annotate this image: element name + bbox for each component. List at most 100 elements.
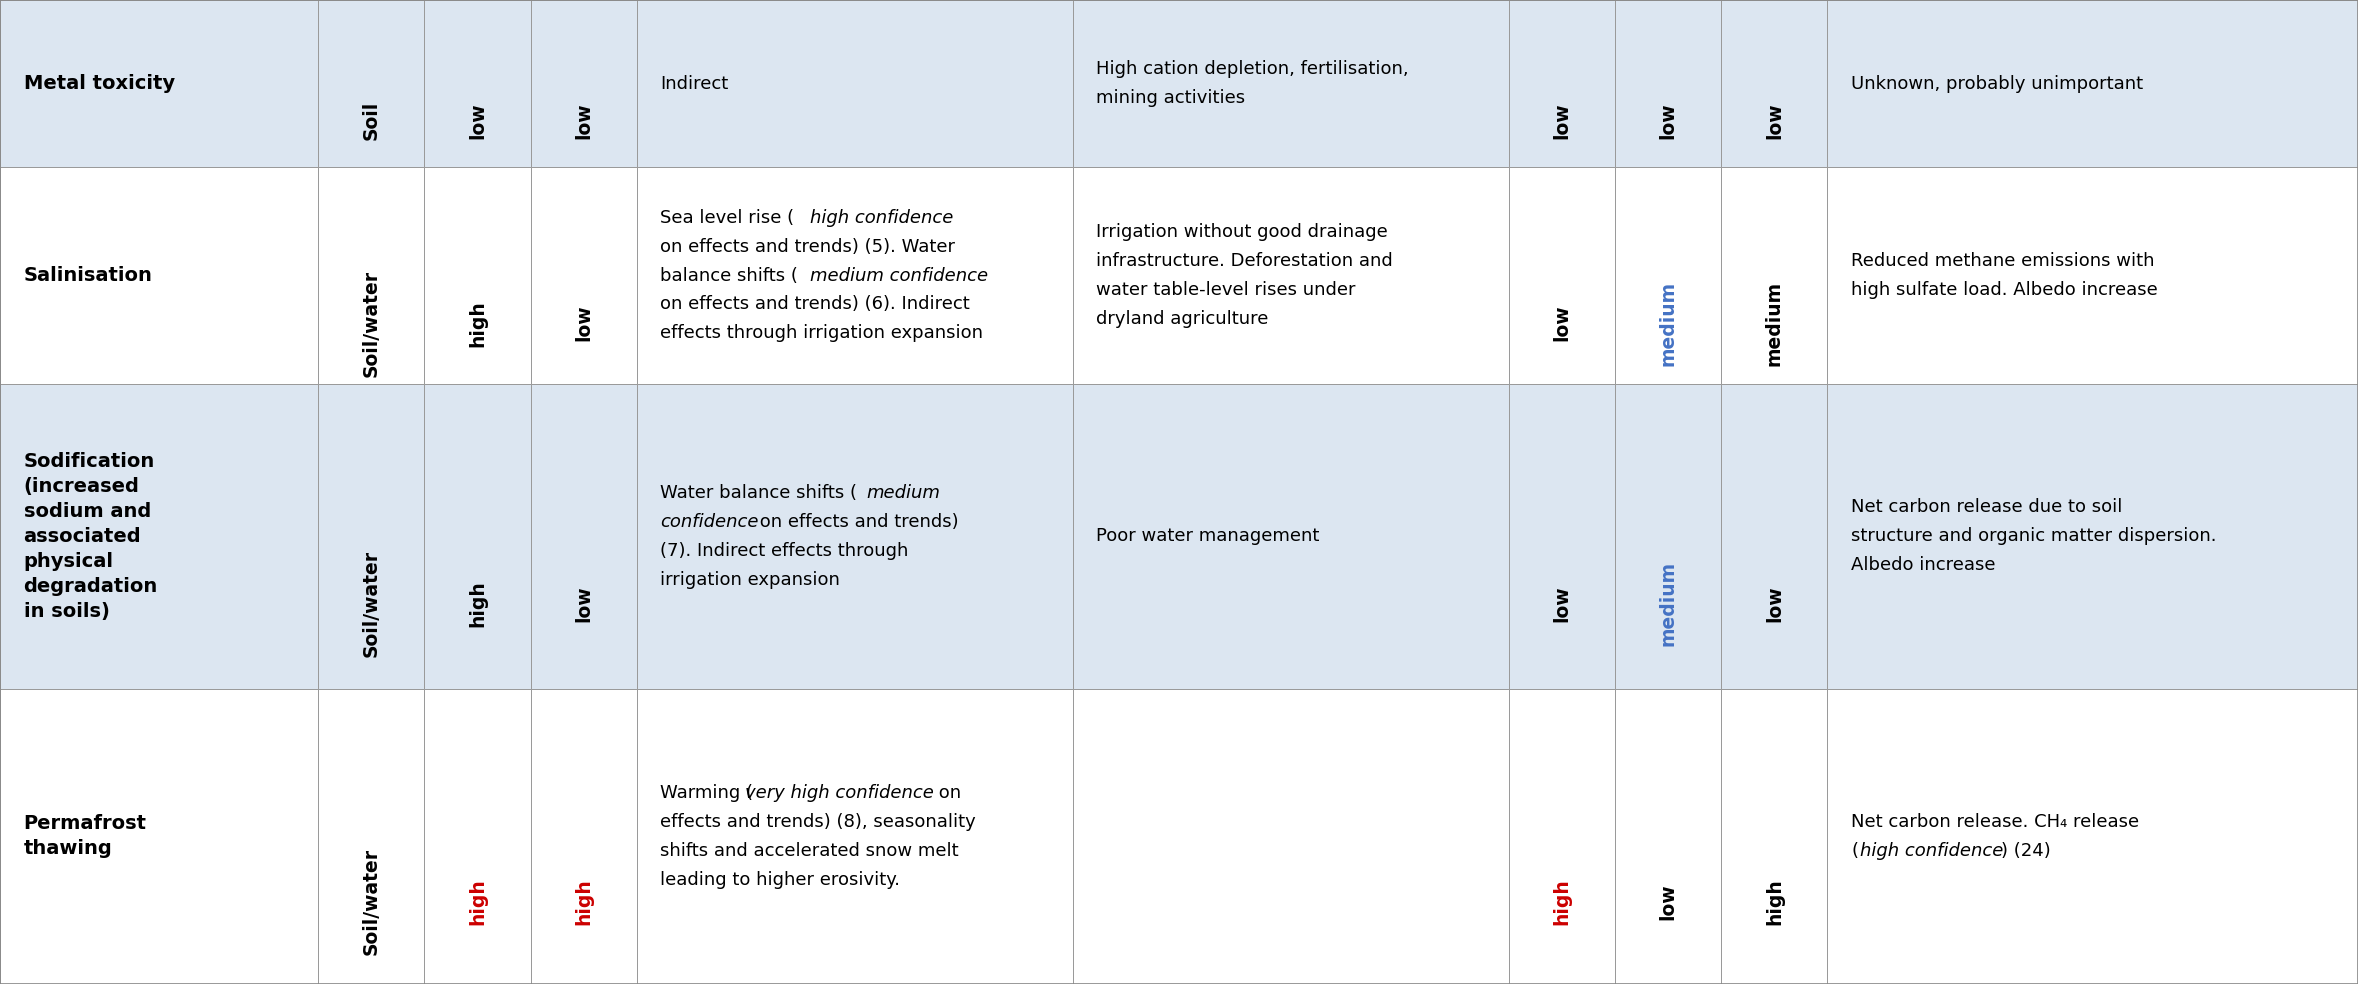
- Text: Water balance shifts (: Water balance shifts (: [660, 484, 858, 502]
- Bar: [318, 384, 424, 689]
- Bar: [1615, 689, 1721, 984]
- Text: low: low: [1658, 883, 1679, 920]
- Text: Net carbon release. CH₄ release: Net carbon release. CH₄ release: [1851, 813, 2139, 830]
- Bar: [1615, 167, 1721, 384]
- Text: medium confidence: medium confidence: [811, 267, 988, 284]
- Text: high: high: [467, 300, 488, 346]
- Bar: [424, 0, 531, 167]
- Text: Soil/water: Soil/water: [361, 848, 382, 954]
- Text: irrigation expansion: irrigation expansion: [660, 571, 839, 588]
- Text: Sodification
(increased
sodium and
associated
physical
degradation
in soils): Sodification (increased sodium and assoc…: [24, 452, 158, 621]
- Text: (: (: [1851, 842, 1858, 860]
- Text: Permafrost
thawing: Permafrost thawing: [24, 815, 146, 858]
- Bar: [637, 689, 1073, 984]
- Text: Soil: Soil: [361, 100, 382, 140]
- Bar: [531, 384, 637, 689]
- Text: high: high: [467, 580, 488, 627]
- Text: high: high: [573, 878, 594, 925]
- Bar: [0, 0, 318, 167]
- Bar: [1721, 384, 1827, 689]
- Bar: [1509, 167, 1615, 384]
- Text: low: low: [1552, 585, 1573, 622]
- Text: effects through irrigation expansion: effects through irrigation expansion: [660, 325, 983, 342]
- Text: high: high: [467, 878, 488, 925]
- Text: low: low: [573, 305, 594, 341]
- Text: effects and trends) (8), seasonality: effects and trends) (8), seasonality: [660, 813, 976, 830]
- Text: Sea level rise (: Sea level rise (: [660, 209, 795, 226]
- Bar: [0, 384, 318, 689]
- Text: infrastructure. Deforestation and: infrastructure. Deforestation and: [1096, 252, 1394, 270]
- Bar: [1073, 167, 1509, 384]
- Text: low: low: [1764, 102, 1785, 139]
- Bar: [424, 384, 531, 689]
- Text: on: on: [931, 784, 960, 802]
- Text: Unknown, probably unimportant: Unknown, probably unimportant: [1851, 75, 2143, 92]
- Text: Poor water management: Poor water management: [1096, 527, 1320, 545]
- Bar: [318, 689, 424, 984]
- Bar: [1827, 167, 2358, 384]
- Bar: [1721, 689, 1827, 984]
- Text: ) (24): ) (24): [2002, 842, 2051, 860]
- Text: confidence: confidence: [660, 513, 759, 530]
- Bar: [1827, 689, 2358, 984]
- Text: structure and organic matter dispersion.: structure and organic matter dispersion.: [1851, 527, 2217, 545]
- Text: medium: medium: [1658, 561, 1679, 646]
- Text: low: low: [573, 585, 594, 622]
- Bar: [637, 0, 1073, 167]
- Text: high: high: [1764, 878, 1785, 925]
- Text: mining activities: mining activities: [1096, 90, 1245, 107]
- Text: low: low: [467, 102, 488, 139]
- Text: (7). Indirect effects through: (7). Indirect effects through: [660, 542, 908, 560]
- Text: Irrigation without good drainage: Irrigation without good drainage: [1096, 223, 1389, 241]
- Text: low: low: [1552, 102, 1573, 139]
- Text: Indirect: Indirect: [660, 75, 729, 92]
- Bar: [1615, 384, 1721, 689]
- Text: on effects and trends) (5). Water: on effects and trends) (5). Water: [660, 237, 955, 256]
- Bar: [1721, 167, 1827, 384]
- Text: high: high: [1552, 878, 1573, 925]
- Text: High cation depletion, fertilisation,: High cation depletion, fertilisation,: [1096, 60, 1410, 78]
- Text: low: low: [573, 102, 594, 139]
- Bar: [1509, 689, 1615, 984]
- Bar: [637, 167, 1073, 384]
- Bar: [1721, 0, 1827, 167]
- Text: Albedo increase: Albedo increase: [1851, 556, 1995, 575]
- Bar: [1509, 0, 1615, 167]
- Text: medium: medium: [868, 484, 941, 502]
- Bar: [1827, 0, 2358, 167]
- Text: shifts and accelerated snow melt: shifts and accelerated snow melt: [660, 842, 960, 860]
- Bar: [531, 0, 637, 167]
- Text: Soil/water: Soil/water: [361, 550, 382, 657]
- Bar: [637, 384, 1073, 689]
- Bar: [318, 167, 424, 384]
- Text: high confidence: high confidence: [811, 209, 955, 226]
- Text: on effects and trends) (6). Indirect: on effects and trends) (6). Indirect: [660, 295, 969, 314]
- Bar: [1073, 384, 1509, 689]
- Bar: [1073, 0, 1509, 167]
- Text: Metal toxicity: Metal toxicity: [24, 74, 174, 93]
- Bar: [424, 167, 531, 384]
- Text: low: low: [1552, 305, 1573, 341]
- Bar: [1827, 384, 2358, 689]
- Text: Soil/water: Soil/water: [361, 270, 382, 377]
- Text: Warming (: Warming (: [660, 784, 752, 802]
- Text: high sulfate load. Albedo increase: high sulfate load. Albedo increase: [1851, 281, 2158, 299]
- Bar: [1615, 0, 1721, 167]
- Text: Net carbon release due to soil: Net carbon release due to soil: [1851, 498, 2122, 517]
- Text: high confidence: high confidence: [1860, 842, 2004, 860]
- Text: low: low: [1764, 585, 1785, 622]
- Bar: [318, 0, 424, 167]
- Text: water table-level rises under: water table-level rises under: [1096, 281, 1356, 299]
- Bar: [424, 689, 531, 984]
- Text: Salinisation: Salinisation: [24, 266, 153, 285]
- Text: medium: medium: [1658, 280, 1679, 366]
- Bar: [531, 689, 637, 984]
- Bar: [1509, 384, 1615, 689]
- Bar: [1073, 689, 1509, 984]
- Text: balance shifts (: balance shifts (: [660, 267, 797, 284]
- Text: Reduced methane emissions with: Reduced methane emissions with: [1851, 252, 2155, 270]
- Text: low: low: [1658, 102, 1679, 139]
- Text: very high confidence: very high confidence: [745, 784, 934, 802]
- Text: leading to higher erosivity.: leading to higher erosivity.: [660, 871, 901, 889]
- Text: on effects and trends): on effects and trends): [755, 513, 960, 530]
